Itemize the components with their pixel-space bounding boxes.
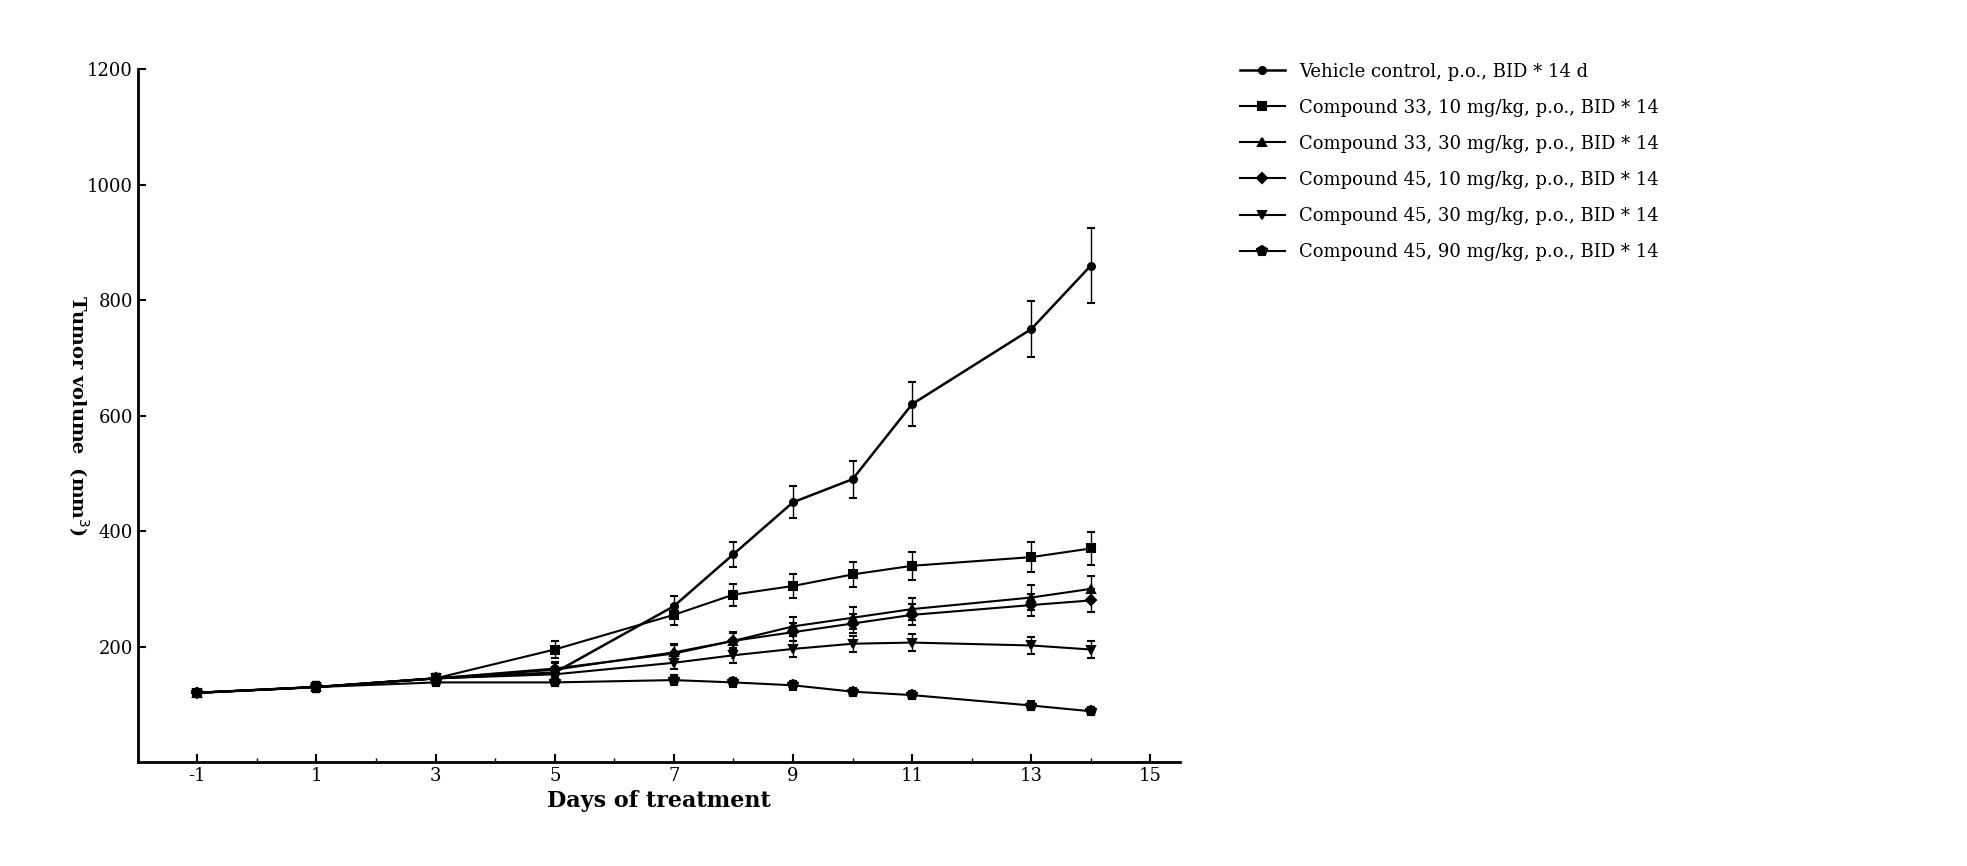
Legend: Vehicle control, p.o., BID * 14 d, Compound 33, 10 mg/kg, p.o., BID * 14, Compou: Vehicle control, p.o., BID * 14 d, Compo… (1231, 55, 1666, 268)
X-axis label: Days of treatment: Days of treatment (547, 791, 771, 812)
Y-axis label: Tumor volume  (mm$^3$): Tumor volume (mm$^3$) (67, 295, 90, 536)
